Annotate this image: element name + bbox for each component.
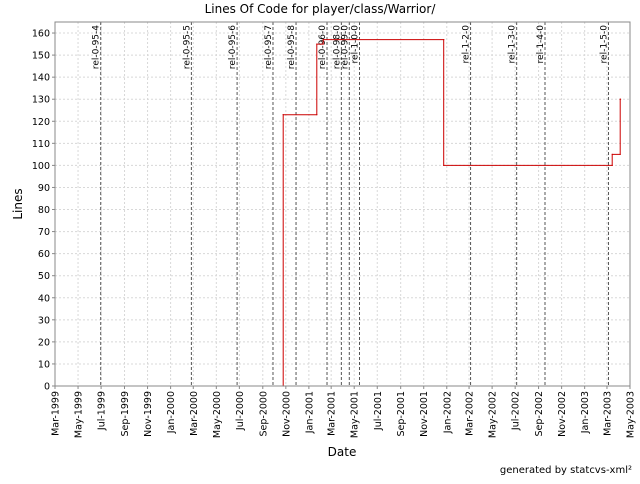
release-tag-label: rel-1-0-0	[351, 25, 361, 64]
release-tag-label: rel-1-5-0	[599, 25, 609, 64]
lines-of-code-data-point	[611, 164, 613, 166]
lines-of-code-data-point	[611, 153, 613, 155]
x-tick-label: May-2002	[488, 391, 499, 438]
release-tag-label: rel-0-95-5	[182, 25, 192, 69]
x-tick-label: Nov-2002	[557, 391, 568, 437]
grid-lines	[55, 22, 631, 386]
chart-title: Lines Of Code for player/class/Warrior/	[205, 2, 437, 16]
x-tick-label: Jul-1999	[97, 391, 108, 431]
x-axis-ticks: Mar-1999 May-1999 Jul-1999 Sep-1999 Nov-1999…	[51, 386, 637, 438]
lines-of-code-data-point	[316, 114, 318, 116]
y-tick-label: 70	[38, 227, 50, 238]
release-tag-label: rel-0-95-8	[287, 25, 297, 69]
y-tick-label: 150	[32, 51, 50, 62]
x-tick-label: Mar-2002	[465, 391, 476, 436]
x-tick-label: Jan-2000	[166, 391, 177, 434]
x-tick-label: Sep-2000	[258, 391, 269, 437]
plot-area-frame	[54, 21, 631, 387]
x-tick-label: Jul-2000	[235, 391, 246, 431]
x-tick-label: Mar-2003	[602, 391, 613, 436]
x-tick-label: Nov-2000	[281, 391, 292, 437]
x-tick-label: May-2001	[350, 391, 361, 438]
y-tick-label: 80	[38, 205, 50, 216]
x-tick-label: Sep-2001	[396, 391, 407, 437]
y-tick-label: 40	[38, 293, 50, 304]
x-tick-label: Nov-1999	[143, 391, 154, 437]
x-tick-label: Mar-1999	[51, 391, 62, 436]
y-axis-title: Lines	[11, 188, 25, 219]
release-tag-label: rel-0-96-0	[318, 25, 328, 69]
lines-of-code-data-point	[443, 164, 445, 166]
lines-of-code-data-point	[619, 98, 622, 100]
generator-credit: generated by statcvs-xml²	[500, 465, 632, 476]
lines-of-code-series-line	[55, 39, 621, 387]
x-tick-label: May-1999	[74, 391, 85, 438]
release-tag-label: rel-0-95-7	[264, 25, 274, 69]
y-tick-label: 110	[32, 139, 50, 150]
release-tag-label: rel-0-98-0	[332, 25, 342, 69]
y-tick-label: 120	[32, 117, 50, 128]
x-tick-label: Sep-1999	[120, 391, 131, 437]
x-tick-label: Sep-2002	[534, 391, 545, 437]
release-tag-label: rel-0-99-0	[340, 25, 350, 69]
y-tick-label: 30	[38, 315, 50, 326]
release-tag-label: rel-0-95-4	[92, 25, 102, 69]
release-tag-label: rel-1-3-0	[508, 25, 518, 64]
x-tick-label: May-2000	[212, 391, 223, 438]
y-tick-label: 130	[32, 95, 50, 106]
x-tick-label: Mar-2000	[189, 391, 200, 436]
y-tick-label: 140	[32, 73, 50, 84]
release-tag-label: rel-0-95-6	[228, 25, 238, 69]
x-tick-label: Nov-2001	[419, 391, 430, 437]
x-tick-label: May-2003	[626, 391, 637, 438]
x-tick-label: Jul-2001	[373, 391, 384, 431]
lines-of-code-data-point	[443, 39, 445, 41]
lines-of-code-data-point	[619, 153, 621, 155]
x-tick-label: Jan-2002	[442, 391, 453, 434]
x-tick-label: Jan-2003	[580, 391, 591, 434]
release-tag-label: rel-1-2-0	[462, 25, 472, 64]
y-tick-label: 50	[38, 271, 50, 282]
y-tick-label: 20	[38, 337, 50, 348]
y-tick-label: 160	[32, 29, 50, 40]
release-tag-lines: rel-0-95-4 rel-0-95-5 rel-0-95-6 rel-0-95-7…	[92, 22, 609, 386]
y-tick-label: 10	[38, 359, 50, 370]
x-tick-label: Jul-2002	[511, 391, 522, 431]
x-tick-label: Mar-2001	[327, 391, 338, 436]
lines-of-code-data-point	[322, 43, 324, 45]
release-tag-label: rel-1-4-0	[536, 25, 546, 64]
y-tick-label: 0	[44, 382, 50, 393]
y-axis-ticks: 0 10 20 30 40 50 60 70 80 90 100 110 120 130 140 150 160	[32, 29, 55, 393]
y-tick-label: 60	[38, 249, 50, 260]
x-tick-label: Jan-2001	[304, 391, 315, 434]
y-tick-label: 90	[38, 183, 50, 194]
x-axis-title: Date	[328, 445, 357, 459]
lines-of-code-data-point	[316, 43, 318, 45]
series-layer	[54, 39, 622, 387]
lines-of-code-data-point	[282, 114, 284, 116]
y-tick-label: 100	[32, 161, 50, 172]
lines-of-code-data-point	[322, 39, 324, 41]
